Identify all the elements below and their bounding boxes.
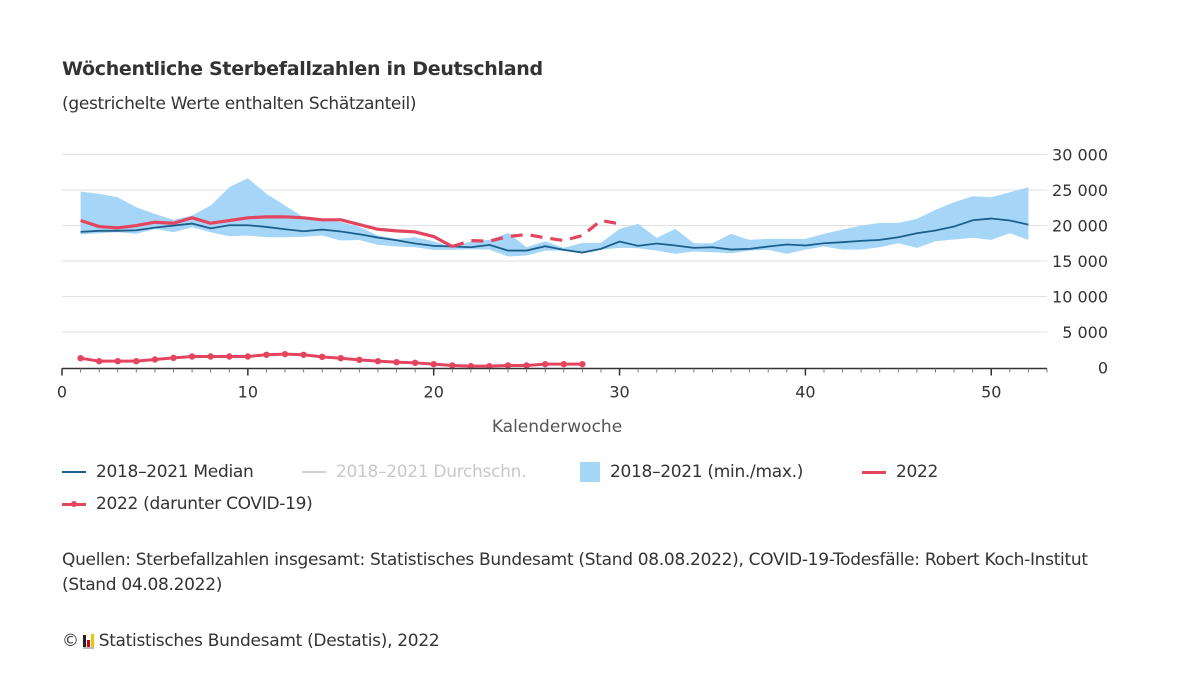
- destatis-logo-icon: [82, 633, 94, 649]
- covid-point: [95, 357, 103, 365]
- covid-point: [207, 353, 214, 360]
- covid-point: [430, 360, 437, 368]
- covid-point: [411, 359, 419, 367]
- y2022-swatch-icon: [862, 470, 886, 474]
- average-swatch-icon: [302, 471, 326, 473]
- covid-point: [114, 357, 121, 365]
- x-tick-label: 10: [238, 383, 258, 402]
- legend-range[interactable]: 2018–2021 (min./max.): [580, 462, 803, 482]
- copyright-text: Statistisches Bundesamt (Destatis), 2022: [98, 631, 440, 651]
- covid-point: [244, 353, 252, 360]
- x-tick-label: 30: [609, 383, 629, 402]
- covid-point: [523, 362, 530, 369]
- y-tick-label: 25 000: [1052, 181, 1108, 200]
- covid-point: [318, 353, 326, 361]
- sources-note: Quellen: Sterbefallzahlen insgesamt: Sta…: [62, 550, 1088, 595]
- covid-line: [80, 352, 583, 368]
- median-swatch-icon: [62, 471, 86, 473]
- y-tick-label: 5 000: [1062, 323, 1108, 342]
- covid-point: [356, 356, 363, 364]
- x-tick-label: 0: [57, 383, 67, 402]
- legend-median[interactable]: 2018–2021 Median: [62, 462, 254, 482]
- covid-point: [374, 357, 382, 365]
- legend-covid[interactable]: 2022 (darunter COVID-19): [62, 494, 313, 514]
- covid-point: [560, 360, 567, 368]
- covid-point: [337, 354, 344, 362]
- covid-point: [170, 354, 177, 362]
- covid-point: [188, 353, 196, 360]
- y-tick-label: 10 000: [1052, 288, 1108, 307]
- range-swatch-icon: [580, 462, 600, 482]
- legend-range-label: 2018–2021 (min./max.): [610, 462, 804, 482]
- x-tick-label: 40: [795, 383, 815, 402]
- x-tick-label: 20: [424, 383, 444, 402]
- legend-average[interactable]: 2018–2021 Durchschn.: [302, 462, 527, 482]
- copyright: © Statistisches Bundesamt (Destatis), 20…: [62, 631, 440, 651]
- legend-covid-label: 2022 (darunter COVID-19): [96, 494, 313, 514]
- y-tick-label: 15 000: [1052, 252, 1108, 271]
- covid-point: [281, 350, 289, 358]
- covid-point: [77, 354, 84, 362]
- covid-point: [579, 360, 586, 368]
- legend-median-label: 2018–2021 Median: [96, 462, 254, 482]
- line-2022-estimated: [451, 218, 620, 249]
- covid-point: [226, 353, 233, 360]
- covid-point: [393, 358, 400, 366]
- legend-2022-label: 2022: [896, 462, 939, 482]
- covid-point: [151, 356, 159, 363]
- x-tick-label: 50: [981, 383, 1001, 402]
- copyright-symbol: ©: [62, 631, 79, 651]
- covid-swatch-icon: [62, 500, 86, 507]
- covid-point: [449, 362, 456, 369]
- chart-subtitle: (gestrichelte Werte enthalten Schätzante…: [62, 94, 417, 114]
- y-tick-label: 20 000: [1052, 217, 1108, 236]
- x-axis-label: Kalenderwoche: [492, 417, 622, 437]
- line-2022: [80, 215, 454, 248]
- legend-2022[interactable]: 2022: [862, 462, 938, 482]
- y-tick-label: 30 000: [1052, 146, 1108, 165]
- covid-point: [300, 351, 307, 358]
- covid-point: [133, 357, 140, 365]
- covid-point: [504, 362, 512, 369]
- legend-average-label: 2018–2021 Durchschn.: [336, 462, 527, 482]
- covid-point: [263, 351, 270, 358]
- median-line: [80, 217, 1029, 254]
- y-tick-label: 0: [1098, 359, 1108, 378]
- covid-point: [542, 360, 549, 368]
- chart-title: Wöchentliche Sterbefallzahlen in Deutsch…: [62, 58, 543, 80]
